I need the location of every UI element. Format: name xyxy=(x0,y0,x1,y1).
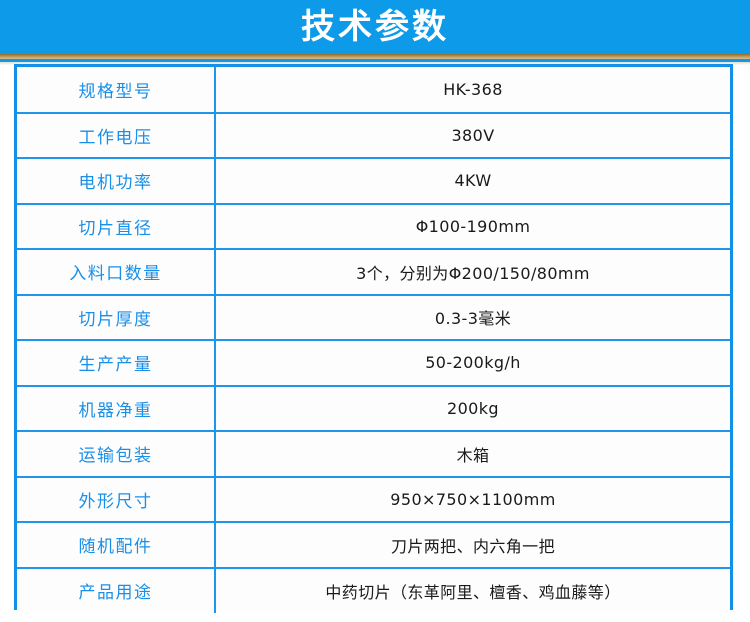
spec-value: 380V xyxy=(215,111,730,158)
spec-value: 950×750×1100mm xyxy=(215,475,730,522)
banner-accent-stripe-2 xyxy=(0,59,750,62)
table-row: 工作电压 380V xyxy=(17,111,730,158)
spec-value: 3个，分别为Φ200/150/80mm xyxy=(215,248,730,295)
table-row: 入料口数量 3个，分别为Φ200/150/80mm xyxy=(17,248,730,295)
specifications-table: 规格型号 HK-368 工作电压 380V 电机功率 4KW 切片直径 Φ100… xyxy=(14,64,733,613)
spec-value: 中药切片（东革阿里、檀香、鸡血藤等） xyxy=(215,566,730,613)
spec-label: 入料口数量 xyxy=(17,248,216,295)
header-banner: 技术参数 xyxy=(0,0,750,54)
spec-table-body: 规格型号 HK-368 工作电压 380V 电机功率 4KW 切片直径 Φ100… xyxy=(17,67,730,613)
banner-accent-stripe-3 xyxy=(0,62,750,65)
banner-accent-stripe xyxy=(0,54,750,59)
spec-label: 随机配件 xyxy=(17,521,216,568)
spec-label: 产品用途 xyxy=(17,566,216,613)
spec-value: HK-368 xyxy=(215,67,730,113)
table-row: 切片直径 Φ100-190mm xyxy=(17,202,730,249)
table-row: 外形尺寸 950×750×1100mm xyxy=(17,475,730,522)
table-row: 机器净重 200kg xyxy=(17,384,730,431)
table-row: 产品用途 中药切片（东革阿里、檀香、鸡血藤等） xyxy=(17,566,730,613)
page-title: 技术参数 xyxy=(301,7,449,47)
spec-value: 刀片两把、内六角一把 xyxy=(215,521,730,568)
spec-value: Φ100-190mm xyxy=(215,202,730,249)
table-row: 生产产量 50-200kg/h xyxy=(17,339,730,386)
spec-label: 外形尺寸 xyxy=(17,475,216,522)
spec-label: 运输包装 xyxy=(17,430,216,477)
spec-label: 工作电压 xyxy=(17,111,216,158)
spec-value: 木箱 xyxy=(215,430,730,477)
spec-label: 机器净重 xyxy=(17,384,216,431)
table-row: 运输包装 木箱 xyxy=(17,430,730,477)
spec-label: 切片厚度 xyxy=(17,293,216,340)
spec-label: 规格型号 xyxy=(17,67,216,113)
table-row: 电机功率 4KW xyxy=(17,157,730,204)
spec-label: 生产产量 xyxy=(17,339,216,386)
spec-value: 4KW xyxy=(215,157,730,204)
spec-value: 0.3-3毫米 xyxy=(215,293,730,340)
table-row: 随机配件 刀片两把、内六角一把 xyxy=(17,521,730,568)
table-row: 切片厚度 0.3-3毫米 xyxy=(17,293,730,340)
spec-value: 200kg xyxy=(215,384,730,431)
table-row: 规格型号 HK-368 xyxy=(17,67,730,113)
spec-label: 电机功率 xyxy=(17,157,216,204)
spec-label: 切片直径 xyxy=(17,202,216,249)
spec-value: 50-200kg/h xyxy=(215,339,730,386)
